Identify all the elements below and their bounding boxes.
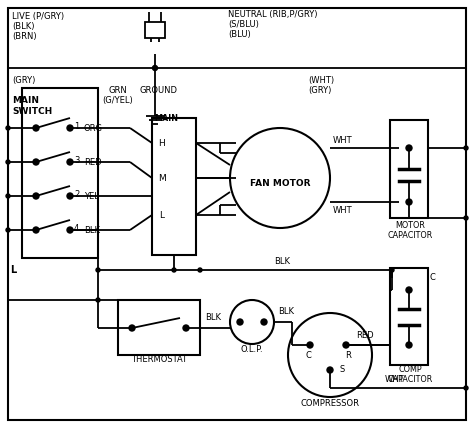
- Text: THERMOSTAT: THERMOSTAT: [131, 356, 187, 365]
- Text: LIVE (P/GRY): LIVE (P/GRY): [12, 12, 64, 21]
- Text: S: S: [339, 366, 345, 374]
- Circle shape: [67, 159, 73, 165]
- Bar: [22, 88, 98, 258]
- Circle shape: [198, 268, 202, 272]
- Text: RED: RED: [356, 330, 374, 339]
- Text: (GRY): (GRY): [308, 86, 331, 95]
- Bar: [152, 118, 196, 255]
- Text: WHT: WHT: [385, 375, 405, 384]
- Text: (GRY): (GRY): [12, 75, 36, 84]
- Text: (G/YEL): (G/YEL): [103, 95, 133, 104]
- Text: WHT: WHT: [333, 136, 353, 145]
- Circle shape: [96, 298, 100, 302]
- Circle shape: [6, 194, 10, 198]
- Text: 3: 3: [74, 155, 79, 164]
- Text: C: C: [305, 351, 311, 360]
- Text: CAPACITOR: CAPACITOR: [387, 375, 433, 384]
- Text: SWITCH: SWITCH: [12, 107, 52, 116]
- Text: L: L: [10, 265, 16, 275]
- Circle shape: [129, 325, 135, 331]
- Circle shape: [33, 159, 39, 165]
- Circle shape: [67, 227, 73, 233]
- Text: 2: 2: [74, 190, 79, 199]
- Text: BLK: BLK: [205, 313, 221, 323]
- Text: H: H: [159, 139, 165, 148]
- Text: BLK: BLK: [274, 258, 290, 267]
- Circle shape: [307, 342, 313, 348]
- Text: (S/BLU): (S/BLU): [228, 20, 259, 29]
- Text: (WHT): (WHT): [308, 75, 334, 84]
- Circle shape: [172, 268, 176, 272]
- Circle shape: [288, 313, 372, 397]
- Text: MAIN: MAIN: [154, 113, 178, 122]
- Circle shape: [33, 227, 39, 233]
- Text: YEL: YEL: [84, 191, 99, 200]
- Circle shape: [6, 228, 10, 232]
- Circle shape: [6, 126, 10, 130]
- Text: COMPRESSOR: COMPRESSOR: [301, 398, 359, 407]
- Circle shape: [406, 342, 412, 348]
- Circle shape: [6, 160, 10, 164]
- Circle shape: [343, 342, 349, 348]
- Text: 1: 1: [74, 122, 79, 131]
- Circle shape: [327, 367, 333, 373]
- Circle shape: [183, 325, 189, 331]
- Circle shape: [33, 125, 39, 131]
- Text: CAPACITOR: CAPACITOR: [387, 231, 433, 240]
- Text: R: R: [345, 351, 351, 360]
- Bar: [118, 300, 200, 355]
- Circle shape: [67, 193, 73, 199]
- Circle shape: [33, 193, 39, 199]
- Circle shape: [406, 145, 412, 151]
- Circle shape: [464, 146, 468, 150]
- Text: ORG: ORG: [84, 124, 103, 133]
- Text: (BRN): (BRN): [12, 32, 36, 41]
- Circle shape: [67, 125, 73, 131]
- Circle shape: [261, 319, 267, 325]
- Circle shape: [406, 287, 412, 293]
- Circle shape: [464, 216, 468, 220]
- Text: MOTOR: MOTOR: [395, 220, 425, 229]
- Text: (BLU): (BLU): [228, 30, 251, 39]
- Circle shape: [230, 128, 330, 228]
- Text: GRN: GRN: [109, 86, 128, 95]
- Circle shape: [406, 199, 412, 205]
- Text: (BLK): (BLK): [12, 21, 35, 30]
- Bar: [390, 120, 428, 218]
- Text: COMP: COMP: [398, 366, 422, 374]
- Text: GROUND: GROUND: [140, 86, 178, 95]
- Text: M: M: [158, 173, 166, 182]
- Circle shape: [237, 319, 243, 325]
- Text: O.L.P.: O.L.P.: [241, 345, 264, 354]
- Text: 4: 4: [74, 223, 79, 232]
- Text: BLK: BLK: [84, 226, 100, 235]
- Circle shape: [153, 65, 157, 71]
- Bar: [145, 22, 165, 38]
- Text: NEUTRAL (RIB,P/GRY): NEUTRAL (RIB,P/GRY): [228, 9, 318, 18]
- Bar: [390, 268, 428, 365]
- Text: L: L: [159, 211, 164, 220]
- Text: RED: RED: [84, 158, 101, 166]
- Text: C: C: [430, 273, 436, 282]
- Circle shape: [464, 386, 468, 390]
- Circle shape: [390, 268, 394, 272]
- Circle shape: [96, 268, 100, 272]
- Text: WHT: WHT: [333, 205, 353, 214]
- Text: FAN MOTOR: FAN MOTOR: [250, 178, 310, 187]
- Text: BLK: BLK: [278, 307, 294, 316]
- Text: MAIN: MAIN: [12, 95, 39, 104]
- Circle shape: [230, 300, 274, 344]
